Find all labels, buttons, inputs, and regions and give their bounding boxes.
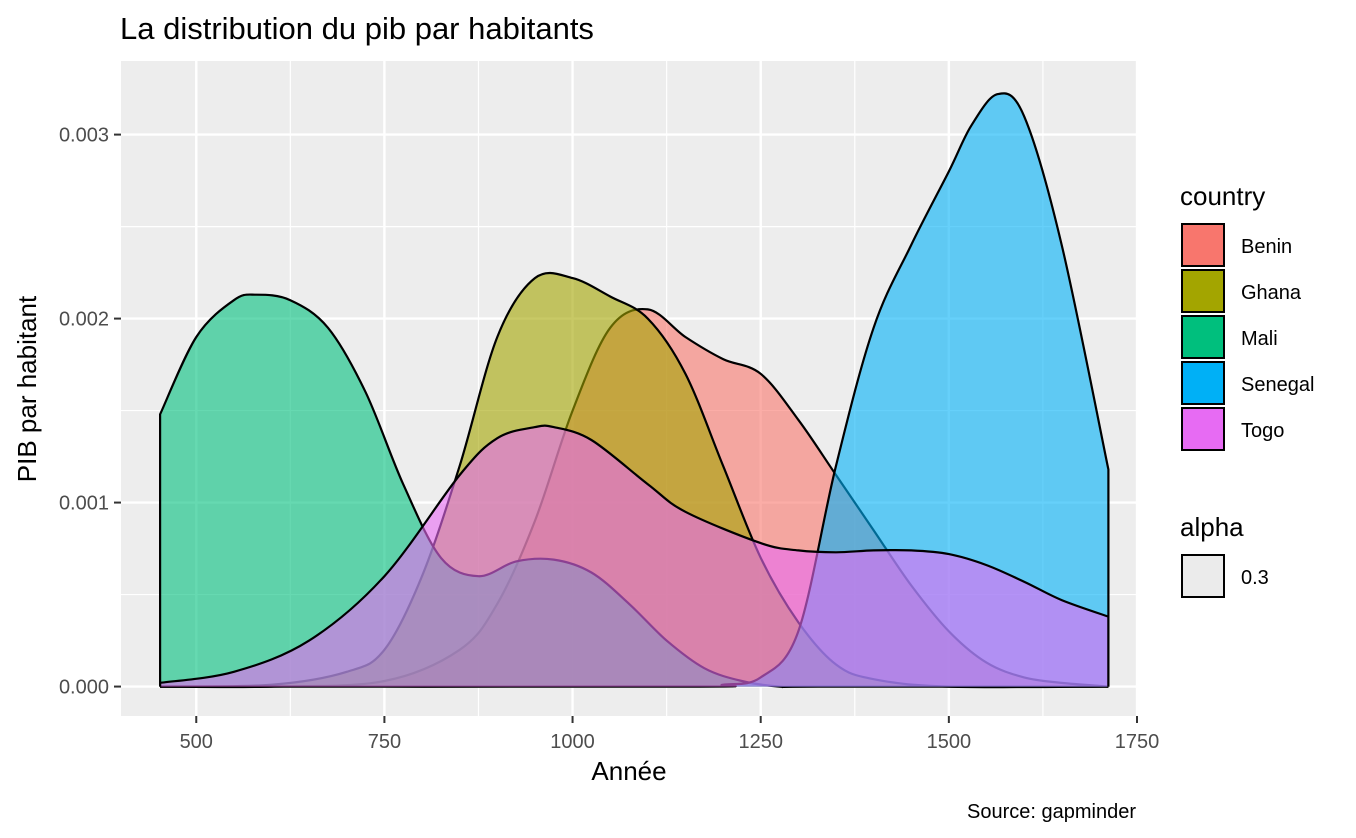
density-area-senegal (160, 93, 1109, 687)
legend-title-alpha: alpha (1180, 512, 1244, 542)
chart-title: La distribution du pib par habitants (120, 11, 594, 46)
density-areas (159, 92, 1110, 689)
x-tick-label: 1500 (927, 731, 972, 753)
axis-ticks: 500 750 1000 1250 1500 1750 0.000 0.001 0.002 0.0… (59, 125, 1159, 753)
x-tick-label: 750 (368, 731, 401, 753)
source-caption: Source: gapminder (967, 801, 1136, 823)
legend-label-alpha: 0.3 (1241, 567, 1269, 589)
x-tick-label: 1750 (1115, 731, 1160, 753)
y-tick-label: 0.000 (59, 677, 109, 699)
x-axis-title: Année (591, 756, 666, 786)
legend-label-ghana: Ghana (1241, 282, 1302, 304)
y-tick-label: 0.002 (59, 309, 109, 331)
legend-key-benin (1181, 223, 1225, 267)
legend-key-togo (1181, 407, 1225, 451)
density-area-togo (160, 425, 1109, 687)
legend-key-senegal (1181, 361, 1225, 405)
y-tick-label: 0.001 (59, 493, 109, 515)
legend-label-benin: Benin (1241, 236, 1292, 258)
legend-key-alpha (1181, 554, 1225, 598)
legend-items: Benin Ghana Mali Senegal Togo (1181, 223, 1314, 451)
legend-key-mali (1181, 315, 1225, 359)
legend-key-ghana (1181, 269, 1225, 313)
legend-label-togo: Togo (1241, 420, 1284, 442)
x-tick-label: 500 (180, 731, 213, 753)
density-outline-togo (159, 424, 1110, 687)
x-tick-label: 1000 (550, 731, 595, 753)
y-tick-label: 0.003 (59, 125, 109, 147)
y-axis-title: PIB par habitant (12, 295, 42, 482)
legend-title-country: country (1180, 181, 1265, 211)
x-tick-label: 1250 (738, 731, 783, 753)
legend-label-senegal: Senegal (1241, 374, 1314, 396)
legend-label-mali: Mali (1241, 328, 1278, 350)
